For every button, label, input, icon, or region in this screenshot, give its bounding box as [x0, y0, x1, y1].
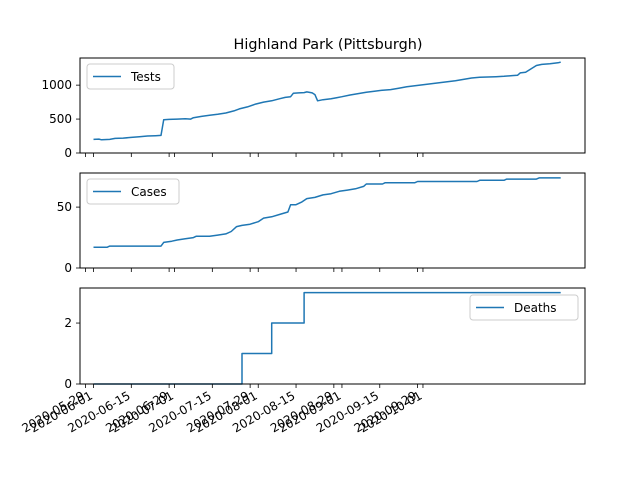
- cases-y-tick-label: 50: [57, 200, 72, 214]
- cases-x-ticks: [85, 268, 424, 272]
- cases-plot-frame: [79, 172, 586, 269]
- tests-legend-box: [86, 63, 175, 90]
- cases-panel: 0 50 Cases: [57, 172, 586, 275]
- tests-y-tick-label: 1000: [41, 78, 72, 92]
- tests-legend-label: Tests: [130, 70, 161, 84]
- deaths-line-path: [93, 291, 561, 385]
- deaths-y-tick-label: 2: [64, 316, 72, 330]
- tests-y-axis: 0 500 1000: [41, 78, 80, 160]
- deaths-x-ticks: [85, 384, 424, 388]
- x-axis-date-labels: 2020-05-292020-06-012020-06-152020-06-29…: [19, 388, 424, 435]
- tests-legend: Tests: [86, 63, 175, 90]
- deaths-plot-frame: [79, 287, 586, 385]
- tests-series-line: [93, 61, 561, 141]
- tests-y-tick-label: 500: [49, 112, 72, 126]
- tests-x-ticks: [85, 153, 424, 157]
- deaths-legend-label: Deaths: [514, 301, 557, 315]
- tests-y-tick-label: 0: [64, 146, 72, 160]
- cases-legend-label: Cases: [131, 185, 167, 199]
- cases-legend-box: [86, 178, 180, 205]
- tests-panel: 0 500 1000 Tests: [41, 57, 586, 160]
- deaths-legend: Deaths: [469, 294, 579, 321]
- deaths-series-line: [93, 291, 561, 385]
- deaths-legend-box: [469, 294, 579, 321]
- deaths-y-axis: 02: [64, 316, 80, 391]
- tests-plot-frame: [79, 57, 586, 154]
- cases-y-tick-label: 0: [64, 261, 72, 275]
- deaths-panel: 02 Deaths: [64, 287, 586, 391]
- deaths-y-tick-label: 0: [64, 377, 72, 391]
- cases-y-axis: 0 50: [57, 200, 80, 275]
- cases-series-line: [93, 177, 561, 249]
- chart-title: Highland Park (Pittsburgh): [234, 37, 423, 53]
- tests-line-path: [93, 61, 561, 141]
- cases-line-path: [93, 177, 561, 249]
- cases-legend: Cases: [86, 178, 180, 205]
